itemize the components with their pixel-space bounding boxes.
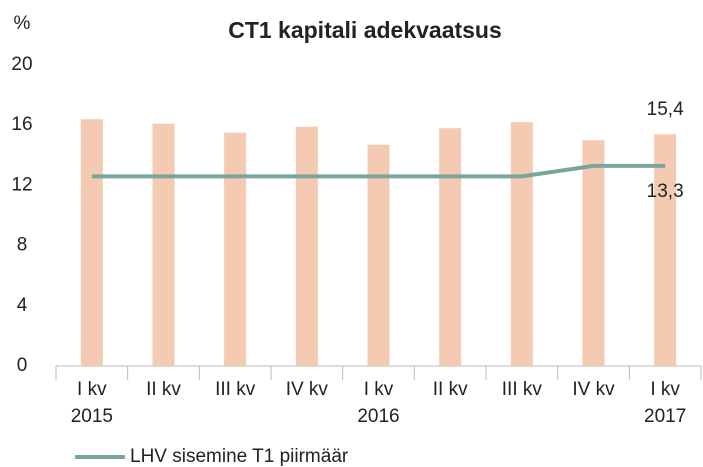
line — [91, 163, 666, 179]
x-tick-label: II kv — [146, 379, 181, 400]
y-tick-label: 16 — [11, 114, 32, 135]
y-tick-label: 0 — [17, 355, 28, 376]
x-tick-label: IV kv — [572, 379, 615, 400]
y-tick-label: 8 — [17, 235, 28, 256]
x-tick-label: I kv — [650, 379, 680, 400]
x-tick-label: III kv — [502, 379, 543, 400]
x-tick-label: II kv — [433, 379, 468, 400]
bar — [80, 119, 103, 367]
x-year-label: 2015 — [71, 406, 113, 427]
x-tick-label: I kv — [364, 379, 394, 400]
x-tick-label: III kv — [215, 379, 256, 400]
x-tick-label: I kv — [77, 379, 107, 400]
y-tick-label: 4 — [17, 295, 28, 316]
bar — [510, 122, 533, 366]
bar — [367, 144, 390, 366]
x-year-label: 2017 — [644, 406, 686, 427]
y-axis-label: % — [14, 13, 31, 34]
bar — [439, 128, 462, 366]
bar — [654, 134, 677, 366]
y-tick-label: 20 — [11, 54, 32, 75]
bar — [224, 132, 247, 366]
bar — [152, 123, 175, 366]
data-label: 13,3 — [647, 181, 684, 202]
data-label: 15,4 — [647, 99, 684, 120]
x-year-label: 2016 — [357, 406, 399, 427]
y-tick-label: 12 — [11, 174, 32, 195]
legend-label: LHV sisemine T1 piirmäär — [130, 446, 349, 467]
bar — [295, 126, 318, 366]
chart-title: CT1 kapitali adekvaatsus — [228, 17, 502, 43]
bar — [582, 140, 605, 366]
x-tick-label: IV kv — [286, 379, 329, 400]
